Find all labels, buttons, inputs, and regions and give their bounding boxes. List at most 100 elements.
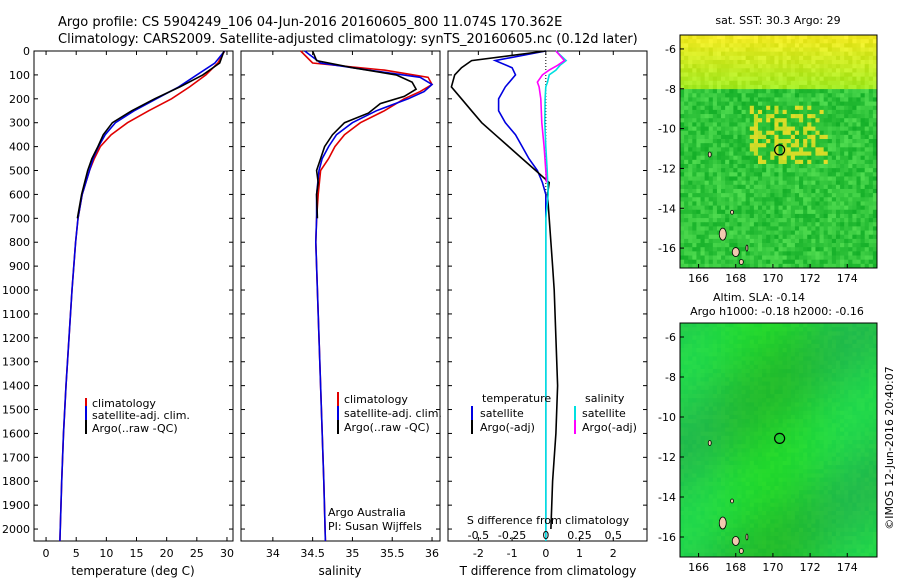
heatmap-cell	[712, 151, 718, 157]
heatmap-cell	[688, 485, 693, 491]
heatmap-cell	[782, 352, 788, 357]
heatmap-cell	[819, 263, 825, 269]
heatmap-cell	[835, 444, 841, 449]
heatmap-cell	[692, 205, 697, 211]
heatmap-cell	[729, 155, 734, 161]
heatmap-cell	[868, 377, 874, 382]
heatmap-cell	[737, 477, 742, 483]
heatmap-cell	[823, 118, 829, 123]
heatmap-cell	[753, 247, 759, 252]
heatmap-cell	[799, 105, 804, 111]
heatmap-cell	[786, 460, 792, 466]
heatmap-cell	[716, 440, 722, 445]
heatmap-cell	[807, 168, 812, 173]
heatmap-cell	[872, 180, 878, 186]
heatmap-cell	[794, 197, 800, 202]
heatmap-cell	[840, 197, 845, 202]
heatmap-cell	[823, 97, 829, 102]
heatmap-cell	[737, 184, 742, 190]
heatmap-cell	[774, 406, 779, 412]
heatmap-cell	[770, 64, 775, 69]
heatmap-cell	[721, 64, 726, 69]
heatmap-cell	[745, 76, 751, 82]
heatmap-cell	[868, 176, 874, 182]
heatmap-cell	[786, 410, 792, 416]
heatmap-cell	[716, 406, 722, 412]
heatmap-cell	[774, 352, 779, 357]
heatmap-cell	[696, 494, 701, 499]
heatmap-cell	[708, 109, 714, 115]
heatmap-cell	[774, 381, 779, 387]
heatmap-cell	[766, 485, 771, 491]
heatmap-cell	[790, 197, 796, 202]
heatmap-cell	[790, 243, 796, 248]
heatmap-cell	[737, 460, 742, 466]
heatmap-cell	[774, 126, 779, 132]
heatmap-cell	[770, 226, 775, 231]
heatmap-cell	[844, 423, 849, 428]
heatmap-cell	[782, 47, 788, 53]
heatmap-cell	[745, 93, 751, 98]
heatmap-cell	[749, 159, 755, 165]
heatmap-cell	[860, 197, 866, 202]
heatmap-cell	[815, 234, 820, 240]
heatmap-cell	[704, 213, 710, 219]
heatmap-cell	[700, 72, 706, 78]
heatmap-cell	[762, 51, 767, 57]
heatmap-cell	[762, 360, 767, 366]
heatmap-cell	[737, 226, 742, 231]
heatmap-cell	[782, 339, 788, 345]
heatmap-cell	[741, 247, 747, 252]
heatmap-cell	[745, 348, 751, 353]
heatmap-cell	[704, 126, 710, 132]
heatmap-cell	[700, 218, 706, 223]
heatmap-cell	[868, 243, 874, 248]
heatmap-cell	[827, 398, 833, 403]
heatmap-cell	[819, 209, 825, 215]
heatmap-cell	[778, 247, 783, 252]
heatmap-cell	[716, 51, 722, 57]
heatmap-cell	[844, 440, 849, 445]
heatmap-cell	[807, 80, 812, 86]
heatmap-cell	[770, 80, 775, 86]
heatmap-cell	[844, 193, 849, 198]
heatmap-cell	[872, 172, 878, 177]
heatmap-cell	[745, 72, 751, 78]
heatmap-cell	[852, 159, 857, 165]
heatmap-cell	[864, 184, 870, 190]
heatmap-cell	[790, 218, 796, 223]
heatmap-cell	[827, 139, 833, 144]
heatmap-cell	[762, 327, 767, 332]
heatmap-cell	[794, 419, 800, 424]
heatmap-cell	[848, 109, 853, 115]
heatmap-cell	[712, 118, 718, 123]
heatmap-cell	[757, 168, 763, 173]
heatmap-cell	[835, 180, 841, 186]
heatmap-cell	[688, 35, 693, 40]
heatmap-cell	[835, 485, 841, 491]
heatmap-cell	[729, 163, 734, 169]
heatmap-cell	[815, 389, 820, 395]
heatmap-cell	[762, 339, 767, 345]
heatmap-cell	[716, 222, 722, 227]
heatmap-cell	[864, 243, 870, 248]
heatmap-cell	[848, 490, 853, 495]
heatmap-cell	[696, 251, 701, 256]
heatmap-cell	[823, 72, 829, 78]
heatmap-cell	[680, 97, 685, 102]
heatmap-cell	[868, 209, 874, 215]
heatmap-cell	[819, 339, 825, 345]
heatmap-cell	[692, 126, 697, 132]
heatmap-cell	[737, 230, 742, 236]
heatmap-cell	[708, 419, 714, 424]
heatmap-cell	[807, 222, 812, 227]
heatmap-cell	[696, 377, 701, 382]
heatmap-cell	[807, 76, 812, 82]
heatmap-cell	[757, 494, 763, 499]
heatmap-cell	[786, 126, 792, 132]
heatmap-cell	[762, 440, 767, 445]
heatmap-cell	[856, 205, 861, 211]
heatmap-cell	[868, 55, 874, 61]
heatmap-cell	[844, 465, 849, 470]
heatmap-cell	[721, 130, 726, 136]
